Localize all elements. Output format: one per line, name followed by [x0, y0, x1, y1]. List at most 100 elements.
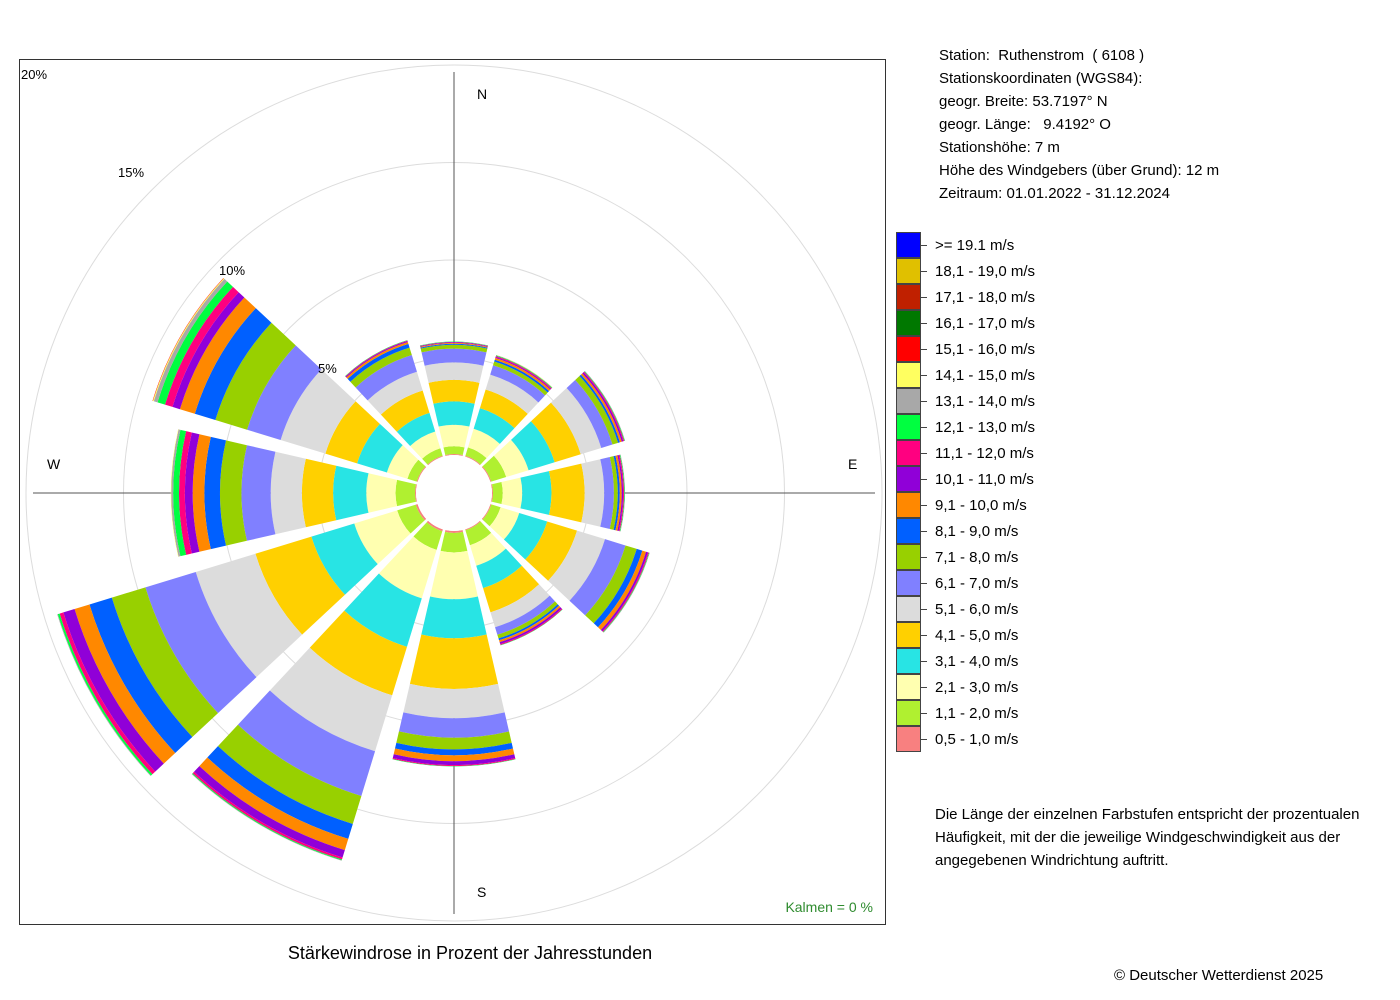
- segment-210-class-0: [426, 520, 443, 532]
- segment-330-class-5: [367, 371, 423, 415]
- segment-90-class-1: [491, 482, 503, 504]
- legend-swatch: [896, 232, 921, 258]
- segment-120-class-0: [481, 504, 492, 520]
- segment-300-class-6: [247, 345, 322, 440]
- segment-0-class-9: [420, 342, 488, 348]
- segment-180-class-8: [395, 742, 513, 756]
- segment-240-class-10: [63, 609, 164, 772]
- segment-90-class-2: [501, 477, 523, 509]
- segment-300-class-8: [194, 308, 272, 421]
- segment-180-class-7: [396, 731, 512, 750]
- segment-210-class-1: [413, 522, 443, 550]
- center-hole: [416, 455, 492, 531]
- legend-tick: [921, 479, 927, 480]
- legend-swatch: [896, 648, 921, 674]
- legend-swatch: [896, 466, 921, 492]
- segment-180-class-4: [409, 634, 499, 689]
- petal-240: [57, 504, 427, 776]
- segment-300-class-13: [153, 278, 228, 403]
- segment-330-class-2: [410, 431, 441, 459]
- segment-120-class-8: [593, 548, 643, 628]
- segment-60-class-8: [579, 374, 620, 443]
- legend-tick: [921, 427, 927, 428]
- segment-150-class-1: [465, 521, 492, 546]
- segment-60-class-6: [566, 379, 613, 448]
- segment-270-class-10: [184, 432, 200, 554]
- segment-330-class-0: [427, 455, 443, 466]
- segment-210-class-4: [309, 610, 407, 696]
- segment-60-class-1: [482, 455, 507, 482]
- compass-south: S: [477, 884, 487, 900]
- segment-120-class-9: [598, 550, 647, 630]
- segment-150-class-9: [499, 605, 561, 643]
- station-latitude: geogr. Breite: 53.7197° N: [939, 93, 1108, 110]
- legend-label: 3,1 - 4,0 m/s: [935, 653, 1019, 670]
- legend-label: 0,5 - 1,0 m/s: [935, 731, 1019, 748]
- segment-90-class-10: [617, 454, 624, 532]
- segment-0-class-0: [445, 454, 463, 456]
- segment-30-class-2: [467, 428, 500, 459]
- segment-60-class-4: [530, 402, 581, 463]
- segment-210-class-10: [194, 766, 345, 858]
- plot-frame: N E S W 5% 10% 15% 20% Kalmen = 0 %: [19, 59, 886, 925]
- segment-120-class-7: [585, 545, 637, 624]
- segment-330-class-7: [350, 347, 412, 388]
- segment-30-class-0: [465, 455, 481, 466]
- ring-label-10: 10%: [219, 263, 246, 278]
- segment-240-class-7: [111, 587, 218, 738]
- segment-60-class-3: [511, 421, 555, 471]
- segment-300-class-3: [357, 423, 403, 473]
- legend-swatch: [896, 336, 921, 362]
- legend-tick: [921, 349, 927, 350]
- segment-180-class-1: [440, 531, 468, 553]
- legend-label: 4,1 - 5,0 m/s: [935, 627, 1019, 644]
- legend-tick: [921, 609, 927, 610]
- segment-90-class-3: [520, 471, 552, 515]
- segment-300-class-4: [325, 401, 380, 464]
- segment-270-class-3: [333, 465, 369, 521]
- segment-30-class-8: [494, 359, 550, 393]
- ring-label-5: 5%: [318, 361, 337, 376]
- segment-270-class-14: [170, 429, 179, 557]
- legend-swatch: [896, 570, 921, 596]
- segment-120-class-3: [503, 512, 548, 560]
- petal-0: [419, 341, 489, 456]
- petal-90: [491, 454, 625, 532]
- segment-210-class-9: [199, 757, 349, 851]
- legend-swatch: [896, 258, 921, 284]
- legend-label: 6,1 - 7,0 m/s: [935, 575, 1019, 592]
- segment-60-class-0: [481, 466, 492, 482]
- station-name: Station: Ruthenstrom ( 6108 ): [939, 47, 1145, 64]
- segment-240-class-0: [415, 504, 427, 521]
- segment-210-class-6: [237, 690, 376, 797]
- legend-tick: [921, 583, 927, 584]
- segment-240-class-6: [145, 571, 257, 714]
- station-elevation: Stationshöhe: 7 m: [939, 139, 1060, 156]
- legend-tick: [921, 453, 927, 454]
- legend-tick: [921, 297, 927, 298]
- segment-180-class-9: [393, 748, 515, 762]
- segment-90-class-0: [491, 484, 493, 502]
- segment-240-class-3: [311, 523, 378, 595]
- segment-180-class-11: [392, 758, 516, 766]
- legend-swatch: [896, 622, 921, 648]
- segment-240-class-2: [354, 510, 411, 565]
- petal-300: [152, 277, 427, 482]
- segment-30-class-9: [494, 357, 551, 392]
- legend-tick: [921, 505, 927, 506]
- segment-270-class-11: [179, 431, 192, 555]
- segment-150-class-5: [490, 584, 550, 628]
- legend-tick: [921, 661, 927, 662]
- segment-180-class-5: [403, 683, 505, 719]
- legend-swatch: [896, 440, 921, 466]
- segment-30-class-3: [473, 408, 515, 444]
- legend-label: >= 19.1 m/s: [935, 237, 1015, 254]
- petal-30: [465, 354, 553, 466]
- segment-90-class-11: [618, 454, 625, 532]
- segment-240-class-8: [89, 597, 193, 753]
- segment-90-class-13: [620, 454, 625, 532]
- segment-120-class-5: [548, 530, 606, 601]
- petal-60: [481, 370, 626, 482]
- legend-label: 8,1 - 9,0 m/s: [935, 523, 1019, 540]
- legend-label: 12,1 - 13,0 m/s: [935, 419, 1036, 436]
